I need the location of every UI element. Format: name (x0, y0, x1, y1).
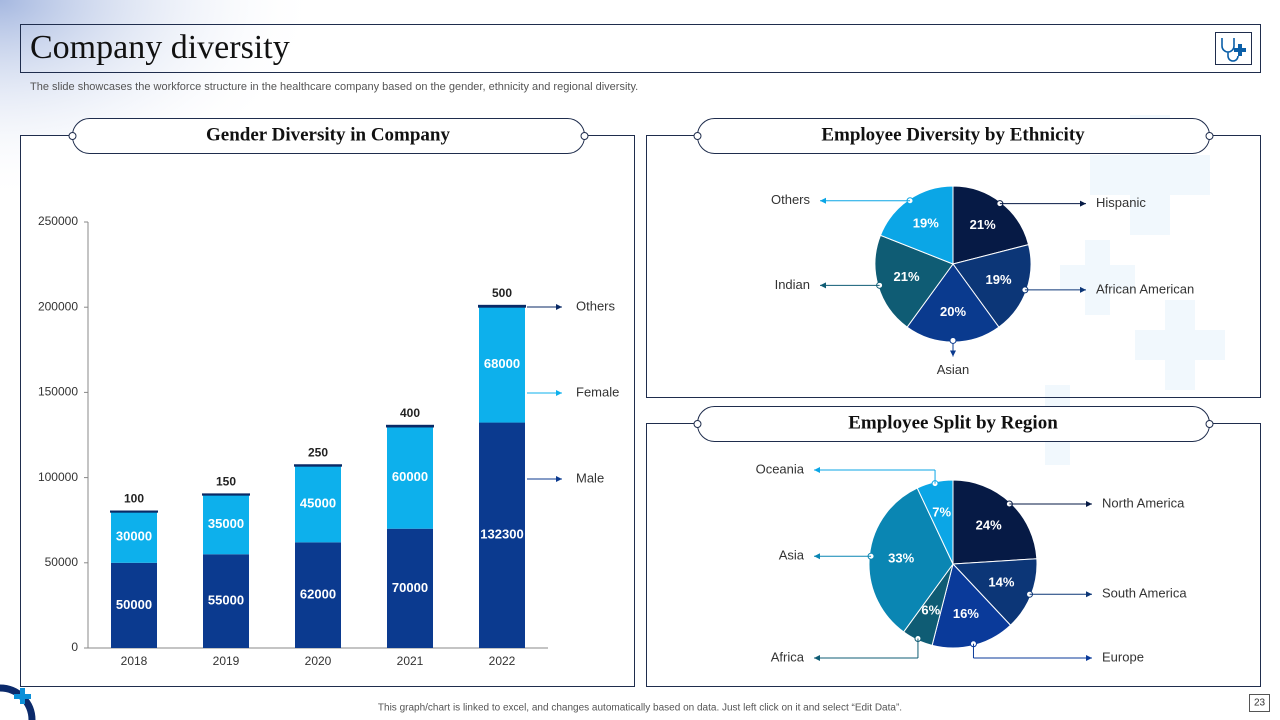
bar-segment (111, 562, 157, 648)
arrow-head (556, 390, 562, 396)
x-tick-label: 2018 (121, 654, 148, 668)
panel-headers (68, 118, 1214, 442)
category-label: Hispanic (1096, 195, 1146, 210)
page-title: Company diversity (30, 29, 290, 66)
value-label: 19% (985, 272, 1011, 287)
arrow-head (1086, 500, 1092, 507)
leader-dot (949, 336, 957, 344)
category-label: Oceania (756, 461, 805, 476)
chart-title: Gender Diversity in Company (206, 124, 451, 145)
bar-segment (203, 554, 249, 648)
bar-segment (387, 528, 433, 648)
total-label: 150 (216, 475, 236, 489)
total-label: 250 (308, 445, 328, 459)
value-label: 21% (970, 217, 996, 232)
total-label: 400 (400, 406, 420, 420)
legend-label: Female (576, 384, 619, 399)
value-label: 19% (913, 215, 939, 230)
total-label: 500 (492, 286, 512, 300)
footer-note: This graph/chart is linked to excel, and… (378, 703, 902, 714)
y-tick-label: 250000 (38, 214, 78, 228)
category-label: Indian (775, 277, 810, 292)
value-label: 7% (932, 505, 951, 520)
value-label: 24% (976, 517, 1002, 532)
arrow-head (814, 655, 820, 661)
value-label: 35000 (208, 516, 244, 531)
title-box (20, 24, 1261, 73)
category-label: Others (771, 192, 811, 207)
category-label: African American (1096, 281, 1194, 296)
y-tick-label: 100000 (38, 470, 78, 484)
y-tick-label: 50000 (45, 555, 79, 569)
icon (1215, 32, 1252, 65)
arrow-head (1086, 591, 1092, 598)
arrow-head (1080, 200, 1086, 207)
value-label: 62000 (300, 587, 336, 602)
x-tick-label: 2020 (305, 654, 332, 668)
category-label: North America (1102, 495, 1185, 510)
value-label: 33% (888, 551, 914, 566)
value-label: 55000 (208, 593, 244, 608)
arrow-head (556, 304, 562, 310)
arrow-head (1086, 655, 1092, 661)
category-label: Asian (937, 362, 970, 377)
bar-segment (478, 304, 526, 308)
category-label: Europe (1102, 649, 1144, 664)
total-label: 100 (124, 492, 144, 506)
bar-segment (203, 494, 249, 555)
logo (0, 684, 36, 720)
page-number: 23 (1254, 698, 1266, 709)
value-label: 60000 (392, 469, 428, 484)
y-tick-label: 0 (71, 640, 78, 654)
value-label: 21% (894, 269, 920, 284)
y-tick-label: 200000 (38, 299, 78, 313)
value-label: 14% (988, 575, 1014, 590)
category-label: South America (1102, 586, 1187, 601)
x-tick-label: 2019 (213, 654, 240, 668)
value-label: 30000 (116, 529, 152, 544)
legend-label: Others (576, 298, 616, 313)
value-label: 16% (953, 606, 979, 621)
bar-segment (111, 511, 157, 563)
chart-title: Employee Split by Region (848, 412, 1058, 433)
category-label: Africa (771, 649, 805, 664)
category-label: Asia (779, 548, 805, 563)
arrow-head (556, 476, 562, 482)
arrow-head (950, 350, 956, 357)
value-label: 6% (921, 603, 940, 618)
value-label: 70000 (392, 580, 428, 595)
x-tick-label: 2021 (397, 654, 424, 668)
bar-segment (295, 542, 341, 648)
bar-segment (295, 465, 341, 543)
subtitle: The slide showcases the workforce struct… (30, 81, 638, 93)
page-number-box (1249, 694, 1270, 712)
value-label: 20% (940, 304, 966, 319)
chart-title: Employee Diversity by Ethnicity (821, 124, 1085, 145)
y-tick-label: 150000 (38, 385, 78, 399)
arrow-head (820, 282, 826, 289)
arrow-head (1080, 286, 1086, 293)
bar-segment (479, 422, 525, 648)
arrow-head (814, 553, 820, 560)
value-label: 132300 (480, 527, 523, 542)
value-label: 50000 (116, 597, 152, 612)
bar-segment (387, 426, 433, 529)
bar-segment (386, 424, 434, 428)
arrow-head (820, 197, 826, 204)
arrow-head (814, 467, 820, 473)
legend-label: Male (576, 470, 604, 485)
bar-segment (479, 306, 525, 423)
value-label: 68000 (484, 356, 520, 371)
x-tick-label: 2022 (489, 654, 516, 668)
value-label: 45000 (300, 495, 336, 510)
